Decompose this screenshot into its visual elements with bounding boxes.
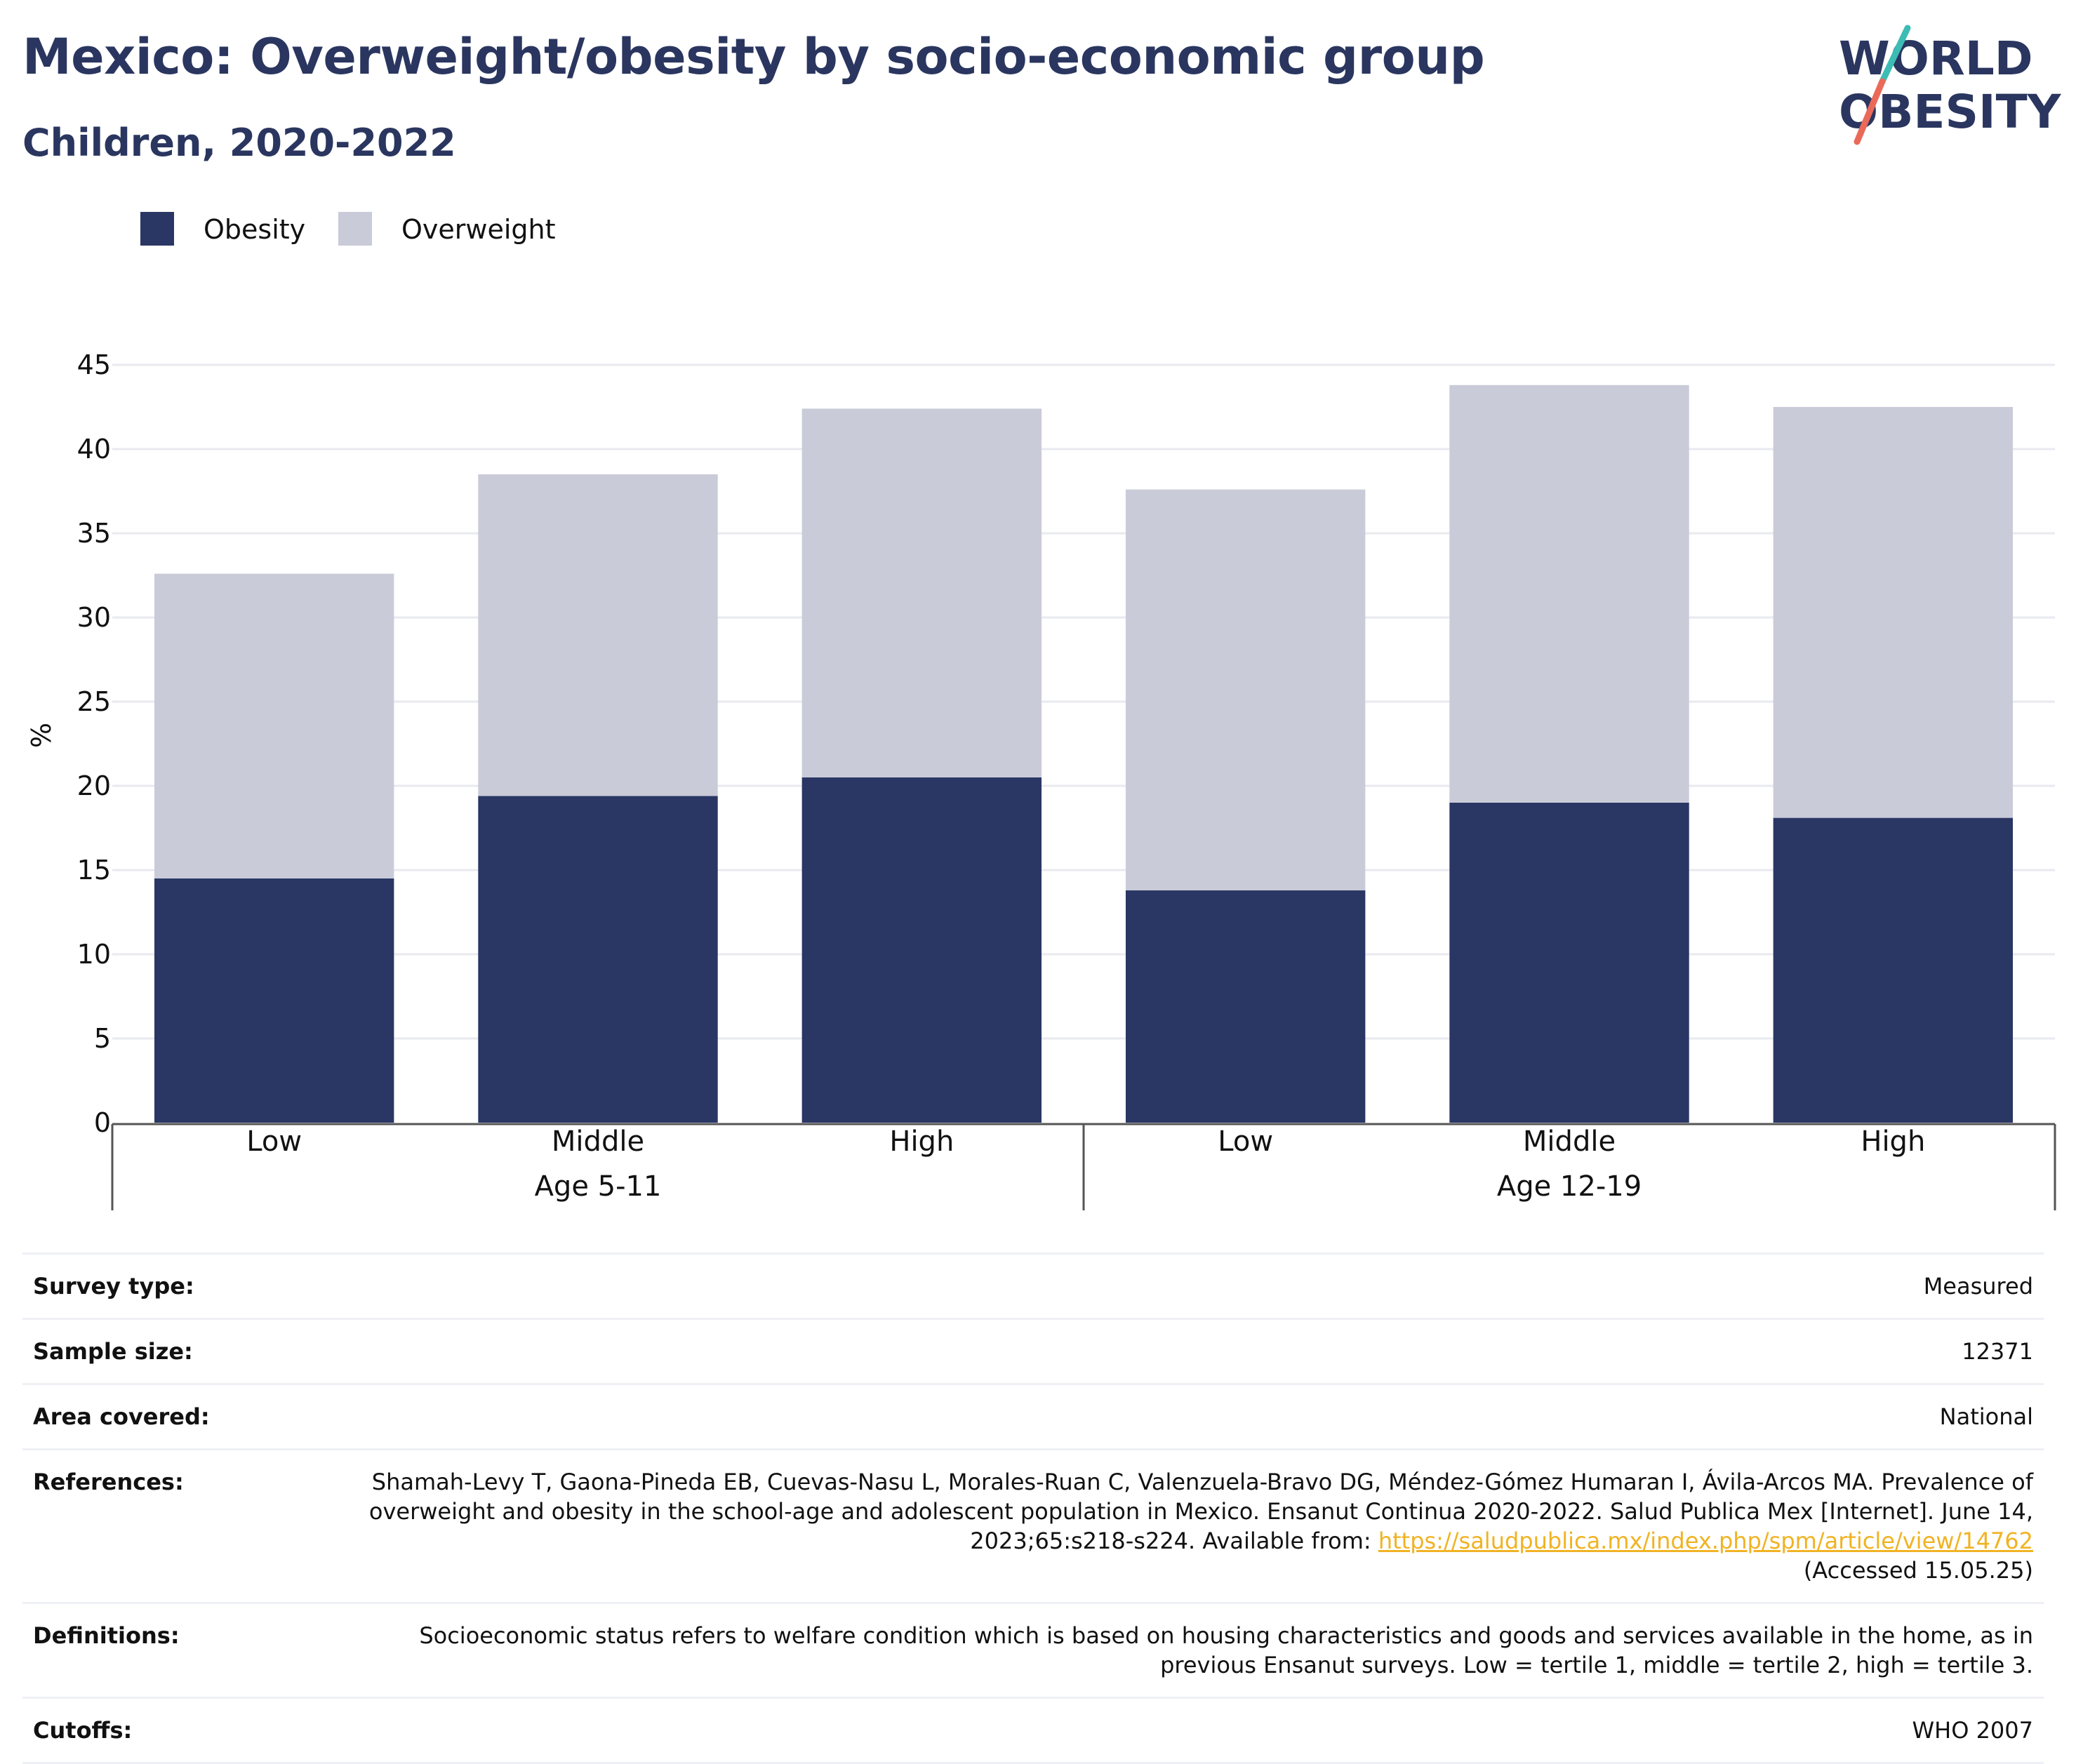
x-category-label: Low: [246, 1125, 302, 1158]
area-covered-value: National: [1939, 1403, 2033, 1430]
legend-label-obesity: Obesity: [204, 214, 305, 245]
survey-type-value: Measured: [1923, 1273, 2033, 1299]
references-value: Shamah-Levy T, Gaona-Pineda EB, Cuevas-N…: [324, 1450, 2044, 1603]
bar-overweight-3: [801, 408, 1042, 777]
sample-size-row: Sample size: 12371: [22, 1318, 2044, 1384]
y-tick-label: 45: [77, 349, 111, 380]
x-axis: Low Middle High Age 5-11 Low Middle High Age 12…: [111, 1123, 2056, 1210]
x-category-label: Middle: [1523, 1125, 1616, 1158]
logo-slash-red: [1854, 78, 1886, 145]
legend-swatch-overweight: [338, 212, 372, 246]
x-category-label: Low: [1218, 1125, 1273, 1158]
references-text: Shamah-Levy T, Gaona-Pineda EB, Cuevas-N…: [368, 1469, 2033, 1554]
sample-size-label: Sample size:: [33, 1338, 193, 1365]
logo-slash-teal: [1879, 25, 1911, 85]
sample-size-value: 12371: [1962, 1338, 2033, 1365]
definitions-label: Definitions:: [33, 1622, 180, 1649]
metadata-table: Survey type: Measured Sample size: 12371…: [22, 1252, 2044, 1764]
y-tick-label: 25: [77, 686, 111, 717]
chart-title: Mexico: Overweight/obesity by socio-econ…: [22, 28, 1485, 86]
area-covered-label: Area covered:: [33, 1403, 210, 1430]
x-category-label: High: [889, 1125, 954, 1158]
y-gridlines: [112, 363, 2055, 1040]
bar-overweight-4: [1125, 489, 1366, 890]
chart-subtitle: Children, 2020-2022: [22, 121, 456, 165]
references-label: References:: [33, 1469, 184, 1495]
y-axis-ticks: 0 5 10 15 20 25 30 35 40 45: [77, 349, 111, 1138]
bars: [154, 385, 2014, 1123]
cutoffs-label: Cutoffs:: [33, 1717, 133, 1744]
cutoffs-row: Cutoffs: WHO 2007: [22, 1697, 2044, 1763]
y-tick-label: 15: [77, 855, 111, 886]
accessed-date: (Accessed 15.05.25): [1803, 1557, 2033, 1584]
bar-overweight-6: [1773, 407, 2014, 818]
bar-obesity-1: [154, 878, 394, 1123]
x-group-label: Age 12-19: [1497, 1170, 1642, 1203]
x-category-label: High: [1861, 1125, 1925, 1158]
definitions-row: Definitions: Socioeconomic status refers…: [22, 1603, 2044, 1698]
survey-type-row: Survey type: Measured: [22, 1253, 2044, 1319]
y-tick-label: 20: [77, 770, 111, 801]
reference-link[interactable]: https://saludpublica.mx/index.php/spm/ar…: [1378, 1528, 2033, 1554]
y-tick-label: 0: [94, 1107, 111, 1138]
y-tick-label: 5: [94, 1023, 111, 1054]
x-category-label: Middle: [552, 1125, 644, 1158]
bar-overweight-2: [478, 474, 718, 796]
bar-obesity-6: [1773, 817, 2014, 1123]
legend-swatch-obesity: [140, 212, 174, 246]
stacked-bar-chart: Obesity Overweight 0 5 10 15 20 25 30 35 40 45 % L…: [26, 212, 2056, 1210]
cutoffs-value: WHO 2007: [1912, 1717, 2034, 1744]
y-tick-label: 30: [77, 602, 111, 633]
x-group-label: Age 5-11: [535, 1170, 662, 1203]
bar-obesity-3: [801, 777, 1042, 1123]
logo-line-1: WORLD: [1839, 32, 2033, 86]
bar-obesity-2: [478, 796, 718, 1123]
y-tick-label: 35: [77, 518, 111, 549]
bar-obesity-5: [1449, 803, 1689, 1123]
survey-type-label: Survey type:: [33, 1273, 194, 1299]
y-tick-label: 10: [77, 939, 111, 970]
bar-obesity-4: [1125, 890, 1366, 1123]
chart-legend: Obesity Overweight: [140, 212, 556, 246]
y-axis-label: %: [26, 723, 57, 748]
y-tick-label: 40: [77, 434, 111, 465]
area-covered-row: Area covered: National: [22, 1384, 2044, 1450]
definitions-value: Socioeconomic status refers to welfare c…: [419, 1622, 2033, 1678]
world-obesity-logo: WORLD OBESITY: [1839, 25, 2062, 145]
references-row: References: Shamah-Levy T, Gaona-Pineda …: [22, 1449, 2044, 1603]
bar-overweight-5: [1449, 385, 1689, 803]
legend-label-overweight: Overweight: [401, 214, 556, 245]
bar-overweight-1: [154, 573, 394, 878]
